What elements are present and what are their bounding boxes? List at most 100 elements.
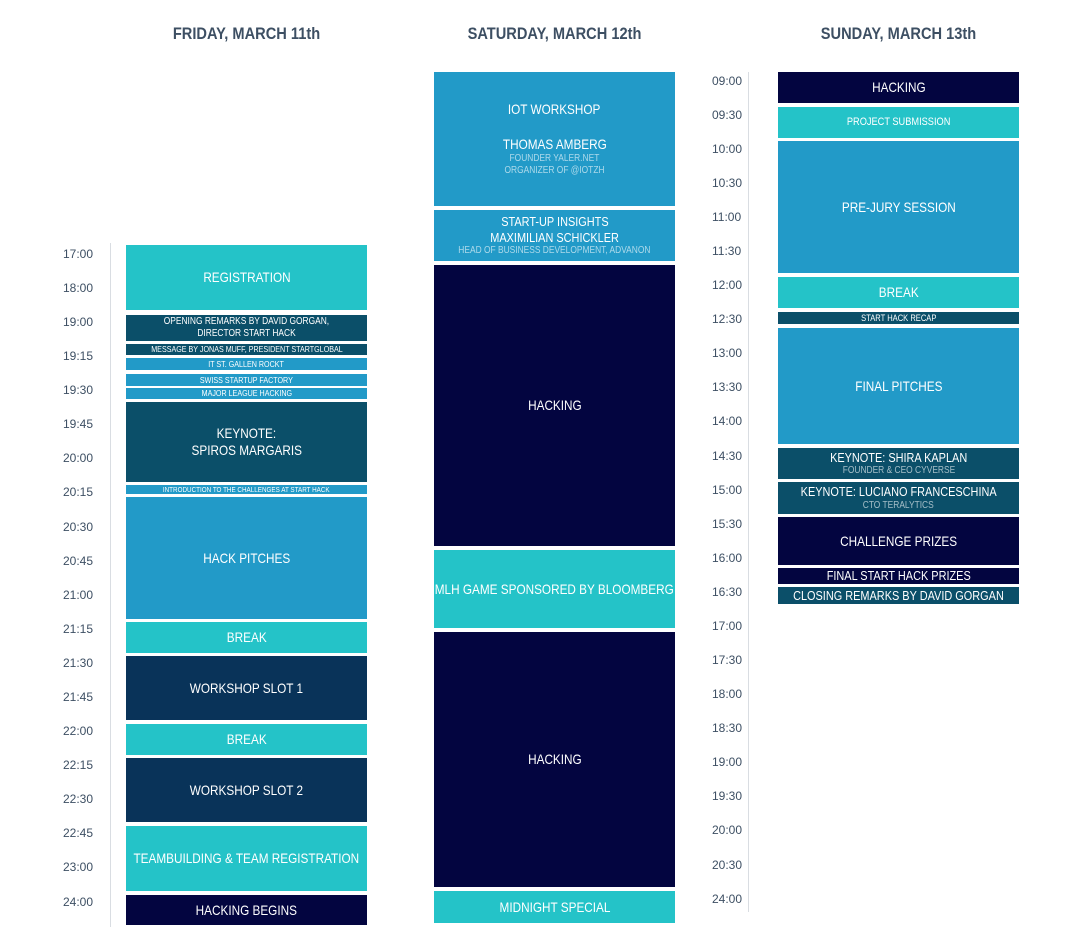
friday-time-label: 22:45 (63, 826, 94, 840)
sunday-time-label: 09:00 (712, 74, 743, 88)
friday-time-label: 22:30 (63, 792, 94, 806)
sunday-event-kaplan-subtitle: FOUNDER & CEO CYVERSE (842, 465, 955, 477)
sunday-event-franceschina: KEYNOTE: LUCIANO FRANCESCHINA CTO TERALYT… (778, 482, 1019, 514)
sunday-event-prejury: PRE-JURY SESSION (778, 141, 1019, 273)
sunday-time-label: 17:00 (712, 619, 743, 633)
friday-event-itstgallen-title: IT ST. GALLEN ROCKT (208, 358, 285, 369)
friday-event-keynote: KEYNOTE: SPIROS MARGARIS (126, 402, 367, 482)
saturday-event-startup-title: START-UP INSIGHTS (500, 213, 609, 229)
sunday-time-label: 15:30 (712, 517, 743, 531)
sunday-event-closing-title: CLOSING REMARKS BY DAVID GORGAN (793, 587, 1004, 603)
saturday-event-iot-subtitle: ORGANIZER OF @IOTZH (504, 164, 605, 176)
friday-time-label: 24:00 (63, 895, 94, 909)
friday-event-break1: BREAK (126, 622, 367, 653)
friday-time-label: 21:30 (63, 656, 94, 670)
friday-time-label: 22:15 (63, 758, 94, 772)
sunday-event-finalprizes: FINAL START HACK PRIZES (778, 568, 1019, 584)
friday-event-workshop1-title: WORKSHOP SLOT 1 (189, 679, 304, 696)
saturday-event-startup: START-UP INSIGHTS MAXIMILIAN SCHICKLER HEA… (434, 210, 675, 261)
sunday-event-finalprizes-title: FINAL START HACK PRIZES (826, 568, 971, 584)
saturday-event-hacking1: HACKING (434, 265, 675, 546)
friday-event-intro-title: INTRODUCTION TO THE CHALLENGES AT START … (163, 485, 330, 494)
day-title-sunday: SUNDAY, MARCH 13th (820, 24, 977, 43)
friday-event-hacking_begins: HACKING BEGINS (126, 895, 367, 925)
saturday-event-iot-title: IOT WORKSHOP (508, 101, 601, 118)
sunday-event-break-title: BREAK (878, 284, 919, 301)
friday-time-label: 20:00 (63, 451, 94, 465)
sunday-time-label: 13:00 (712, 346, 743, 360)
saturday-event-startup-title: MAXIMILIAN SCHICKLER (490, 229, 619, 245)
friday-event-opening: OPENING REMARKS BY DAVID GORGAN, DIRECTOR… (126, 315, 367, 341)
friday-event-itstgallen: IT ST. GALLEN ROCKT (126, 358, 367, 370)
friday-event-break2-title: BREAK (226, 731, 267, 748)
friday-time-label: 19:00 (63, 315, 94, 329)
sunday-event-prejury-title: PRE-JURY SESSION (841, 198, 956, 215)
friday-event-mlh: MAJOR LEAGUE HACKING (126, 388, 367, 399)
sunday-time-label: 13:30 (712, 380, 743, 394)
friday-time-label: 23:00 (63, 860, 94, 874)
friday-event-swiss-title: SWISS STARTUP FACTORY (200, 374, 293, 385)
saturday-event-iot-subtitle: FOUNDER YALER.NET (509, 152, 600, 164)
saturday-event-hacking1-title: HACKING (527, 397, 582, 414)
sunday-event-franceschina-title: KEYNOTE: LUCIANO FRANCESCHINA (800, 484, 997, 500)
friday-time-label: 21:00 (63, 588, 94, 602)
friday-event-message-title: MESSAGE BY JONAS MUFF, PRESIDENT STARTGL… (150, 344, 343, 355)
sunday-time-label: 18:30 (712, 721, 743, 735)
saturday-event-startup-subtitle: HEAD OF BUSINESS DEVELOPMENT, ADVANON (458, 245, 651, 257)
friday-time-label: 20:15 (63, 485, 94, 499)
friday-event-pitches-title: HACK PITCHES (203, 549, 290, 566)
sunday-event-franceschina-subtitle: CTO TERALYTICS (863, 499, 934, 511)
sunday-event-recap-title: START HACK RECAP (860, 312, 937, 323)
sunday-time-label: 11:00 (712, 210, 742, 224)
sunday-time-label: 20:30 (712, 858, 743, 872)
sunday-time-label: 14:00 (712, 414, 743, 428)
friday-time-label: 21:15 (63, 622, 94, 636)
sunday-event-kaplan-title: KEYNOTE: SHIRA KAPLAN (829, 449, 968, 465)
sunday-event-hacking-title: HACKING (871, 79, 926, 96)
saturday-event-midnight: MIDNIGHT SPECIAL (434, 891, 675, 923)
saturday-event-midnight-title: MIDNIGHT SPECIAL (499, 898, 610, 915)
sunday-event-challenge-title: CHALLENGE PRIZES (840, 532, 957, 549)
friday-time-label: 18:00 (63, 281, 94, 295)
sunday-time-label: 10:00 (712, 142, 743, 156)
friday-event-teambuilding: TEAMBUILDING & TEAM REGISTRATION (126, 826, 367, 891)
sunday-time-label: 19:30 (712, 789, 743, 803)
friday-event-workshop1: WORKSHOP SLOT 1 (126, 656, 367, 720)
saturday-event-hacking2: HACKING (434, 632, 675, 887)
friday-event-keynote-title: KEYNOTE: (216, 425, 277, 442)
friday-time-label: 22:00 (63, 724, 94, 738)
sunday-time-label: 15:00 (712, 483, 743, 497)
friday-event-hacking_begins-title: HACKING BEGINS (195, 901, 298, 918)
friday-time-label: 19:15 (63, 349, 94, 363)
friday-time-label: 21:45 (63, 690, 94, 704)
friday-event-teambuilding-title: TEAMBUILDING & TEAM REGISTRATION (133, 850, 360, 867)
friday-event-mlh-title: MAJOR LEAGUE HACKING (201, 388, 292, 399)
saturday-event-mlhgame-title: MLH GAME SPONSORED BY BLOOMBERG (435, 580, 674, 597)
day-title-saturday: SATURDAY, MARCH 12th (467, 24, 642, 43)
friday-time-label: 17:00 (63, 247, 94, 261)
sunday-time-label: 16:30 (712, 585, 743, 599)
friday-time-label: 19:30 (63, 383, 94, 397)
sunday-time-label: 16:00 (712, 551, 743, 565)
sunday-time-label: 17:30 (712, 653, 743, 667)
sunday-event-hacking: HACKING (778, 72, 1019, 103)
sunday-event-kaplan: KEYNOTE: SHIRA KAPLAN FOUNDER & CEO CYVER… (778, 448, 1019, 479)
friday-time-label: 20:30 (63, 520, 94, 534)
sunday-time-label: 12:00 (712, 278, 743, 292)
sunday-time-label: 18:00 (712, 687, 743, 701)
saturday-event-hacking2-title: HACKING (527, 751, 582, 768)
friday-event-keynote-title: SPIROS MARGARIS (191, 442, 302, 458)
sunday-event-submission-title: PROJECT SUBMISSION (846, 115, 951, 128)
sunday-time-label: 12:30 (712, 312, 743, 326)
friday-event-intro: INTRODUCTION TO THE CHALLENGES AT START … (126, 485, 367, 494)
friday-event-workshop2: WORKSHOP SLOT 2 (126, 758, 367, 822)
friday-time-axis (110, 243, 111, 927)
friday-event-break1-title: BREAK (226, 629, 267, 646)
sunday-time-label: 24:00 (712, 892, 743, 906)
sunday-event-submission: PROJECT SUBMISSION (778, 107, 1019, 138)
friday-event-opening-title: DIRECTOR START HACK (197, 328, 296, 339)
friday-event-registration: REGISTRATION (126, 245, 367, 310)
saturday-event-mlhgame: MLH GAME SPONSORED BY BLOOMBERG (434, 550, 675, 628)
sunday-event-closing: CLOSING REMARKS BY DAVID GORGAN (778, 587, 1019, 604)
friday-event-break2: BREAK (126, 724, 367, 755)
